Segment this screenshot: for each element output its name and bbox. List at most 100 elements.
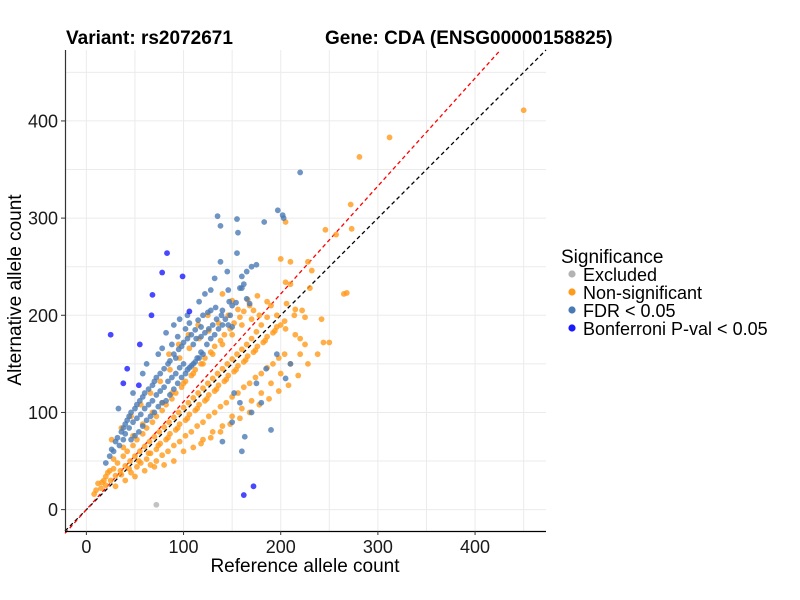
x-tick-label: 400 <box>460 537 490 557</box>
point-fdr-0-05 <box>282 375 289 382</box>
point-non-significant <box>190 370 197 377</box>
point-bonferroni-p-val-0-05 <box>164 250 170 256</box>
point-non-significant <box>200 385 206 392</box>
point-non-significant <box>292 331 299 338</box>
point-fdr-0-05 <box>224 268 231 275</box>
point-fdr-0-05 <box>186 320 193 326</box>
point-non-significant <box>106 467 113 474</box>
point-fdr-0-05 <box>165 378 171 385</box>
point-fdr-0-05 <box>157 370 164 377</box>
point-fdr-0-05 <box>132 405 138 412</box>
point-non-significant <box>166 351 172 358</box>
point-non-significant <box>159 407 166 414</box>
point-non-significant <box>318 316 325 323</box>
point-non-significant <box>170 414 177 421</box>
point-fdr-0-05 <box>139 423 146 429</box>
point-non-significant <box>165 434 171 441</box>
point-non-significant <box>386 134 393 141</box>
point-non-significant <box>99 479 105 486</box>
point-fdr-0-05 <box>234 250 240 256</box>
point-bonferroni-p-val-0-05 <box>120 380 127 387</box>
point-non-significant <box>174 425 181 431</box>
point-fdr-0-05 <box>219 438 226 445</box>
point-non-significant <box>122 477 129 484</box>
point-fdr-0-05 <box>229 324 236 330</box>
point-non-significant <box>170 458 177 464</box>
point-fdr-0-05 <box>176 316 183 323</box>
point-non-significant <box>165 448 171 455</box>
point-non-significant <box>135 458 142 464</box>
point-non-significant <box>214 370 221 377</box>
legend: Significance ExcludedNon-significantFDR … <box>561 247 768 339</box>
point-non-significant <box>233 366 239 373</box>
point-excluded <box>153 501 160 508</box>
y-axis-ticks: 0 100 200 300 400 <box>28 111 65 520</box>
point-fdr-0-05 <box>198 349 204 356</box>
point-non-significant <box>243 341 250 348</box>
point-fdr-0-05 <box>190 341 197 348</box>
point-fdr-0-05 <box>155 403 162 410</box>
point-fdr-0-05 <box>182 370 189 377</box>
point-fdr-0-05 <box>102 460 109 466</box>
point-fdr-0-05 <box>114 434 121 441</box>
point-fdr-0-05 <box>237 399 243 406</box>
point-fdr-0-05 <box>243 268 250 275</box>
point-non-significant <box>238 322 245 328</box>
legend-label: Non-significant <box>583 283 702 303</box>
point-non-significant <box>194 423 201 429</box>
point-fdr-0-05 <box>297 169 304 176</box>
point-fdr-0-05 <box>155 351 162 358</box>
reference-line-identity <box>64 49 547 532</box>
point-non-significant <box>151 433 158 440</box>
point-fdr-0-05 <box>213 316 220 323</box>
point-fdr-0-05 <box>200 312 206 319</box>
point-fdr-0-05 <box>186 364 193 371</box>
point-non-significant <box>130 442 136 449</box>
point-fdr-0-05 <box>234 216 240 222</box>
point-bonferroni-p-val-0-05 <box>149 291 156 298</box>
point-fdr-0-05 <box>192 326 199 333</box>
x-tick-label: 300 <box>363 537 393 557</box>
point-non-significant <box>287 258 294 265</box>
point-non-significant <box>229 356 236 362</box>
point-non-significant <box>268 380 274 387</box>
point-non-significant <box>161 424 168 430</box>
point-non-significant <box>170 442 177 449</box>
point-fdr-0-05 <box>176 364 183 371</box>
point-non-significant <box>200 360 206 367</box>
point-non-significant <box>252 347 259 354</box>
point-fdr-0-05 <box>137 411 144 418</box>
point-fdr-0-05 <box>215 325 222 332</box>
point-non-significant <box>219 423 226 429</box>
point-non-significant <box>204 380 211 387</box>
point-non-significant <box>190 444 197 451</box>
point-non-significant <box>132 473 138 480</box>
point-non-significant <box>209 375 216 382</box>
point-non-significant <box>229 331 236 338</box>
point-non-significant <box>190 394 197 401</box>
point-non-significant <box>112 483 119 490</box>
point-fdr-0-05 <box>209 322 216 328</box>
point-non-significant <box>223 399 230 406</box>
point-fdr-0-05 <box>182 325 189 332</box>
point-non-significant <box>248 335 255 342</box>
point-non-significant <box>237 415 243 422</box>
point-fdr-0-05 <box>241 433 248 440</box>
point-fdr-0-05 <box>248 263 255 270</box>
point-non-significant <box>305 360 311 367</box>
point-non-significant <box>356 153 363 160</box>
point-non-significant <box>314 351 321 358</box>
point-non-significant <box>348 225 355 232</box>
point-non-significant <box>180 448 187 455</box>
point-non-significant <box>207 434 214 441</box>
point-non-significant <box>223 376 230 383</box>
point-non-significant <box>333 231 340 238</box>
point-non-significant <box>282 279 289 286</box>
point-fdr-0-05 <box>226 298 233 305</box>
point-non-significant <box>159 452 166 459</box>
point-non-significant <box>180 380 187 387</box>
x-tick-label: 200 <box>266 537 296 557</box>
point-bonferroni-p-val-0-05 <box>159 269 166 276</box>
point-non-significant <box>118 471 125 478</box>
